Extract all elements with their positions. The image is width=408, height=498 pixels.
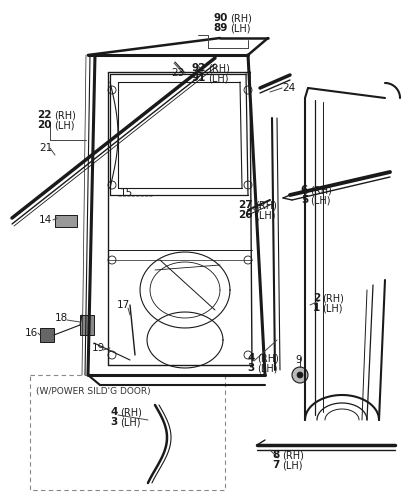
Text: (W/POWER SILD'G DOOR): (W/POWER SILD'G DOOR) [36,387,151,396]
Text: 23: 23 [172,68,185,78]
Text: 4: 4 [248,353,255,363]
Text: 90: 90 [214,13,228,23]
Text: (RH): (RH) [255,200,277,210]
FancyBboxPatch shape [55,215,77,227]
Text: (RH): (RH) [322,293,344,303]
Text: (LH): (LH) [120,417,140,427]
Text: 3: 3 [111,417,118,427]
Text: 19: 19 [92,343,105,353]
Text: (LH): (LH) [257,363,277,373]
Text: 15: 15 [120,188,133,198]
Text: 17: 17 [117,300,130,310]
Text: 27: 27 [238,200,253,210]
Circle shape [292,367,308,383]
Circle shape [297,372,303,378]
Text: 89: 89 [214,23,228,33]
Text: (RH): (RH) [208,63,230,73]
Text: 8: 8 [273,450,280,460]
Text: (RH): (RH) [230,13,252,23]
Text: 14: 14 [39,215,52,225]
Text: 26: 26 [239,210,253,220]
Text: (RH): (RH) [257,353,279,363]
Text: 6: 6 [301,185,308,195]
Text: 20: 20 [38,120,52,130]
Text: 2: 2 [313,293,320,303]
Text: (LH): (LH) [322,303,342,313]
Text: (LH): (LH) [282,460,302,470]
Text: 9: 9 [295,355,302,365]
Text: 16: 16 [25,328,38,338]
Text: (RH): (RH) [120,407,142,417]
FancyBboxPatch shape [40,328,54,342]
Text: (LH): (LH) [54,120,75,130]
Text: 3: 3 [248,363,255,373]
Text: 7: 7 [273,460,280,470]
Text: 5: 5 [301,195,308,205]
Text: 4: 4 [111,407,118,417]
Text: (LH): (LH) [230,23,251,33]
Text: (LH): (LH) [310,195,330,205]
Text: 92: 92 [192,63,206,73]
Text: (RH): (RH) [310,185,332,195]
Text: 1: 1 [313,303,320,313]
Text: (LH): (LH) [255,210,275,220]
Text: 21: 21 [39,143,52,153]
Text: 91: 91 [192,73,206,83]
Text: 24: 24 [282,83,295,93]
Text: 22: 22 [38,110,52,120]
Text: 18: 18 [55,313,68,323]
FancyBboxPatch shape [80,315,94,335]
Text: (RH): (RH) [54,110,76,120]
Text: (LH): (LH) [208,73,228,83]
Text: (RH): (RH) [282,450,304,460]
